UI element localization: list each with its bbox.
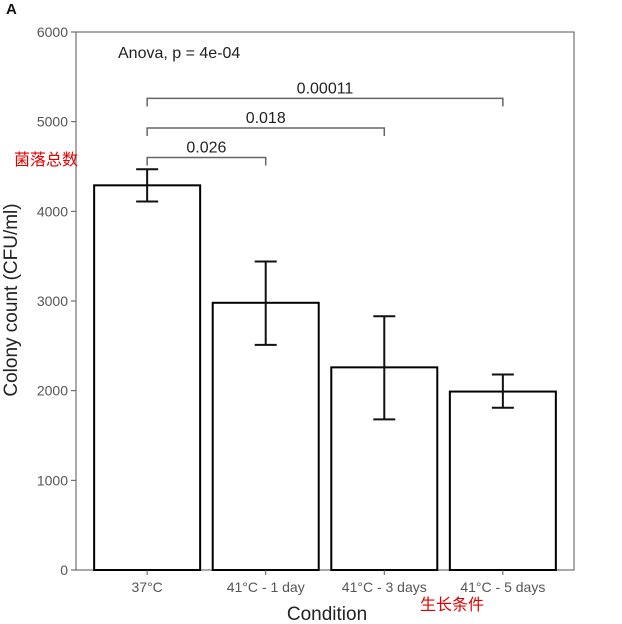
error-bars-group (136, 168, 514, 421)
bar (448, 390, 557, 571)
x-side-annotation: 生长条件 (420, 595, 484, 614)
bars-group (93, 184, 557, 572)
panel-label: A (6, 1, 17, 18)
y-side-annotation: 菌落总数 (14, 150, 78, 169)
comparison-brackets: 0.026 0.018 0.00011 (146, 80, 504, 166)
x-tick-label: 41°C - 1 day (227, 579, 305, 595)
comparison-bracket (146, 97, 504, 107)
x-tick-label: 41°C - 5 days (460, 579, 545, 595)
y-axis: 0 1000 2000 3000 4000 5000 6000 (37, 24, 76, 578)
y-tick-label: 1000 (37, 472, 68, 488)
x-axis-title: Condition (287, 604, 367, 624)
comparison-bracket (146, 127, 386, 136)
comparison-bracket (146, 156, 267, 166)
y-tick-label: 5000 (37, 114, 68, 130)
y-tick-label: 4000 (37, 203, 68, 219)
x-tick-label: 41°C - 3 days (342, 579, 427, 595)
y-tick-label: 3000 (37, 293, 68, 309)
x-axis: 37°C 41°C - 1 day 41°C - 3 days 41°C - 5 da… (132, 570, 545, 595)
x-tick-label: 37°C (132, 579, 163, 595)
stat-test-label: Anova, p = 4e-04 (118, 45, 240, 62)
y-axis-title: Colony count (CFU/ml) (1, 203, 22, 396)
y-tick-label: 0 (60, 562, 68, 578)
comparison-p-value: 0.018 (246, 110, 286, 127)
bar (93, 184, 202, 572)
y-tick-label: 2000 (37, 383, 68, 399)
comparison-p-value: 0.026 (186, 140, 226, 157)
y-tick-label: 6000 (37, 24, 68, 40)
comparison-p-value: 0.00011 (297, 80, 354, 97)
